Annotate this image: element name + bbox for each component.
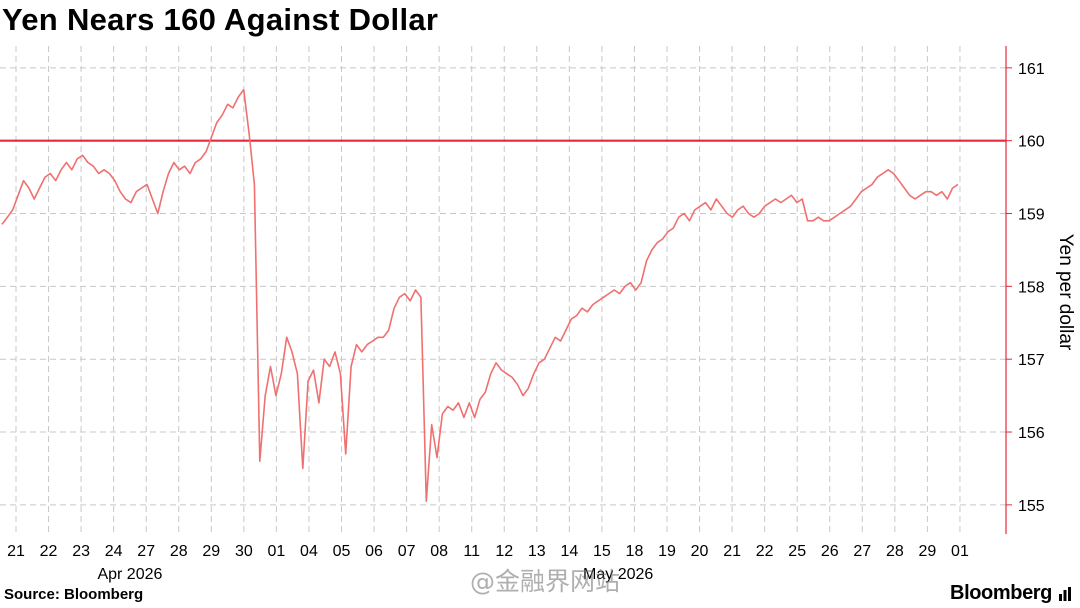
x-tick-label: 29	[919, 543, 937, 560]
x-tick-label: 18	[626, 543, 644, 560]
x-tick-label: 19	[658, 543, 676, 560]
x-tick-label: 22	[756, 543, 774, 560]
x-tick-label: 27	[853, 543, 871, 560]
x-tick-label: 21	[7, 543, 25, 560]
y-tick-label: 159	[1018, 207, 1045, 224]
y-tick-label: 161	[1018, 61, 1045, 78]
watermark: @金融界网站	[470, 567, 621, 596]
x-tick-label: 21	[723, 543, 741, 560]
x-tick-label: 22	[40, 543, 58, 560]
x-tick-label: 24	[105, 543, 123, 560]
x-tick-label: 29	[202, 543, 220, 560]
x-group-label: May 2026	[583, 566, 653, 583]
x-tick-label: 12	[495, 543, 513, 560]
x-tick-label: 01	[951, 543, 969, 560]
y-tick-label: 157	[1018, 352, 1045, 369]
x-tick-label: 01	[268, 543, 286, 560]
brand-logo: Bloomberg	[950, 582, 1052, 604]
x-tick-label: 26	[821, 543, 839, 560]
x-tick-label: 13	[528, 543, 546, 560]
y-tick-label: 156	[1018, 425, 1045, 442]
x-tick-label: 20	[691, 543, 709, 560]
x-tick-label: 28	[886, 543, 904, 560]
y-tick-label: 158	[1018, 279, 1045, 296]
x-tick-label: 15	[593, 543, 611, 560]
x-tick-label: 25	[788, 543, 806, 560]
x-group-label: Apr 2026	[97, 566, 162, 583]
x-tick-label: 11	[463, 543, 480, 560]
x-tick-label: 04	[300, 543, 318, 560]
y-axis-title: Yen per dollar	[1055, 234, 1076, 351]
x-tick-label: 23	[72, 543, 90, 560]
x-tick-label: 30	[235, 543, 253, 560]
x-tick-label: 07	[398, 543, 416, 560]
x-tick-label: 08	[430, 543, 448, 560]
y-tick-label: 155	[1018, 498, 1045, 515]
x-tick-label: 27	[137, 543, 155, 560]
y-tick-label: 160	[1018, 134, 1045, 151]
source-note: Source: Bloomberg	[4, 586, 144, 603]
bloomberg-mark-icon	[1059, 587, 1071, 601]
x-tick-label: 06	[365, 543, 383, 560]
x-tick-label: 28	[170, 543, 188, 560]
x-tick-label: 14	[560, 543, 578, 560]
series-line	[1, 88, 959, 503]
x-tick-label: 05	[333, 543, 351, 560]
chart-title: Yen Nears 160 Against Dollar	[2, 2, 439, 37]
